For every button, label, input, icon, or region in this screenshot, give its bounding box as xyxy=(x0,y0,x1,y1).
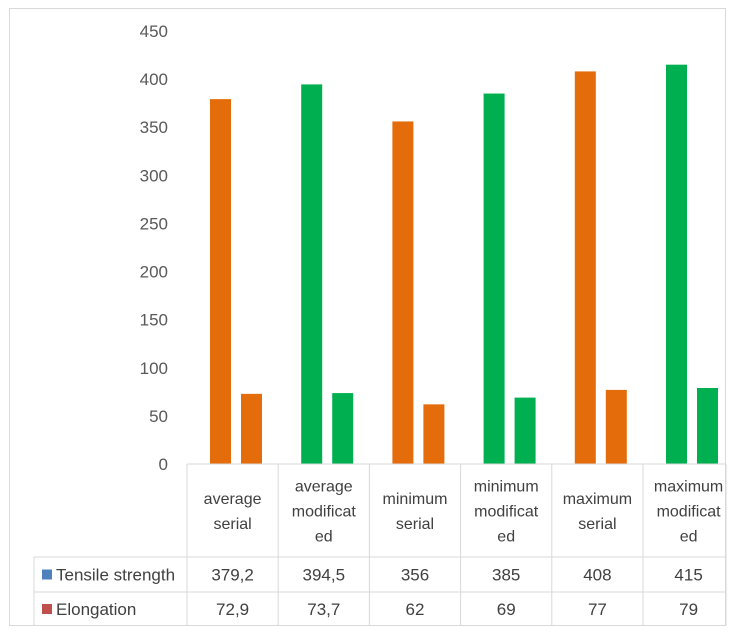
y-tick-label: 300 xyxy=(140,166,168,185)
data-value: 385 xyxy=(492,566,520,585)
category-label: ed xyxy=(497,529,515,546)
category-label: serial xyxy=(396,516,434,533)
data-value: 379,2 xyxy=(211,566,254,585)
category-label: average xyxy=(204,491,262,508)
y-tick-label: 350 xyxy=(140,118,168,137)
bar-tensile-strength xyxy=(301,84,323,465)
data-value: 77 xyxy=(588,600,607,619)
bar-elongation xyxy=(241,393,262,464)
category-label: serial xyxy=(213,516,251,533)
y-tick-label: 100 xyxy=(140,359,168,378)
category-label: minimum xyxy=(383,491,448,508)
category-label: modificat xyxy=(657,504,722,521)
bar-elongation xyxy=(605,389,627,464)
data-value: 73,7 xyxy=(307,600,340,619)
data-value: 415 xyxy=(674,566,702,585)
category-label: maximum xyxy=(654,479,723,496)
category-label: ed xyxy=(315,529,333,546)
data-value: 356 xyxy=(401,566,429,585)
bar-elongation xyxy=(332,393,354,464)
bar-elongation xyxy=(697,387,718,464)
y-axis: 0 50 100 150 200 250 300 350 400 450 xyxy=(140,22,168,474)
series-name: Tensile strength xyxy=(56,566,175,585)
y-tick-label: 150 xyxy=(140,311,168,330)
y-tick-label: 200 xyxy=(140,263,168,282)
y-tick-label: 50 xyxy=(149,407,168,426)
bar-tensile-strength xyxy=(483,93,505,465)
data-value: 69 xyxy=(497,600,516,619)
y-tick-label: 450 xyxy=(140,22,168,41)
data-value: 62 xyxy=(406,600,425,619)
bar-tensile-strength xyxy=(574,71,596,464)
data-table: average serial average modificat ed minimum se… xyxy=(33,463,727,626)
chart-frame: 0 50 100 150 200 250 300 350 400 450 average seria… xyxy=(9,8,727,626)
category-label: maximum xyxy=(563,491,632,508)
data-value: 72,9 xyxy=(216,600,249,619)
y-tick-label: 250 xyxy=(140,214,168,233)
y-tick-label: 400 xyxy=(140,70,168,89)
bar-chart: 0 50 100 150 200 250 300 350 400 450 average seria… xyxy=(33,22,727,626)
category-label: average xyxy=(295,479,353,496)
y-tick-label: 0 xyxy=(159,455,168,474)
data-value: 408 xyxy=(583,566,611,585)
bar-elongation xyxy=(514,397,536,464)
category-label: minimum xyxy=(474,479,539,496)
legend-key xyxy=(42,604,52,614)
bar-elongation xyxy=(423,404,445,464)
category-label: ed xyxy=(680,529,698,546)
bar-tensile-strength xyxy=(210,99,231,464)
category-label: modificat xyxy=(474,504,539,521)
legend-key xyxy=(42,569,52,580)
data-value: 79 xyxy=(679,600,698,619)
bar-tensile-strength xyxy=(392,121,414,465)
series-name: Elongation xyxy=(56,600,136,619)
category-label: serial xyxy=(578,516,616,533)
category-label: modificat xyxy=(292,504,357,521)
bars xyxy=(210,64,718,465)
bar-tensile-strength xyxy=(666,64,687,464)
data-value: 394,5 xyxy=(303,566,346,585)
